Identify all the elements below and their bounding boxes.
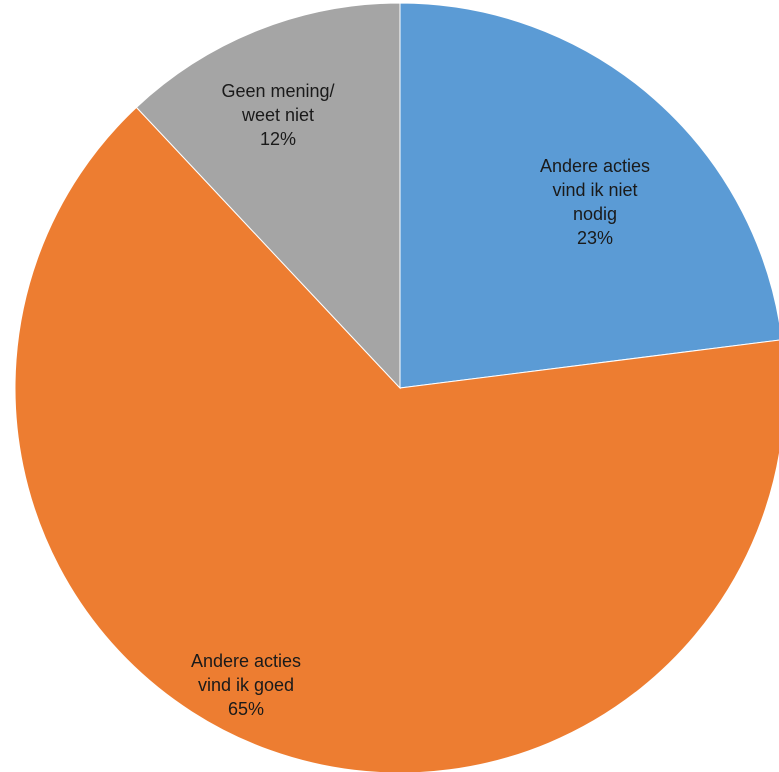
pie-slice-2 bbox=[14, 106, 779, 772]
pie-slice-percent: 23% bbox=[577, 228, 613, 248]
pie-slice-percent: 12% bbox=[260, 129, 296, 149]
pie-slice-percent: 65% bbox=[228, 699, 264, 719]
pie-slice-1 bbox=[399, 2, 779, 389]
pie-slice-3 bbox=[135, 2, 401, 390]
pie-slice-label-2: Andere acties vind ik goed 65% bbox=[191, 651, 301, 719]
pie-slice-label-3: Geen mening/weet niet 12% bbox=[221, 81, 334, 149]
pie-slice-label-line: Andere acties bbox=[191, 651, 301, 671]
pie-slice-label-1: Andere acties vind ik niet nodig 23% bbox=[540, 156, 650, 248]
pie-slices bbox=[14, 2, 779, 772]
pie-slice-label-line: weet niet bbox=[241, 105, 314, 125]
pie-slice-label-line: vind ik niet bbox=[552, 180, 637, 200]
pie-slice-label-line: vind ik goed bbox=[198, 675, 294, 695]
pie-slice-label-line: Geen mening/ bbox=[221, 81, 334, 101]
pie-slice-label-line: Andere acties bbox=[540, 156, 650, 176]
pie-labels: Andere acties vind ik niet nodig 23%Andere … bbox=[191, 81, 650, 719]
pie-slice-label-line: nodig bbox=[573, 204, 617, 224]
